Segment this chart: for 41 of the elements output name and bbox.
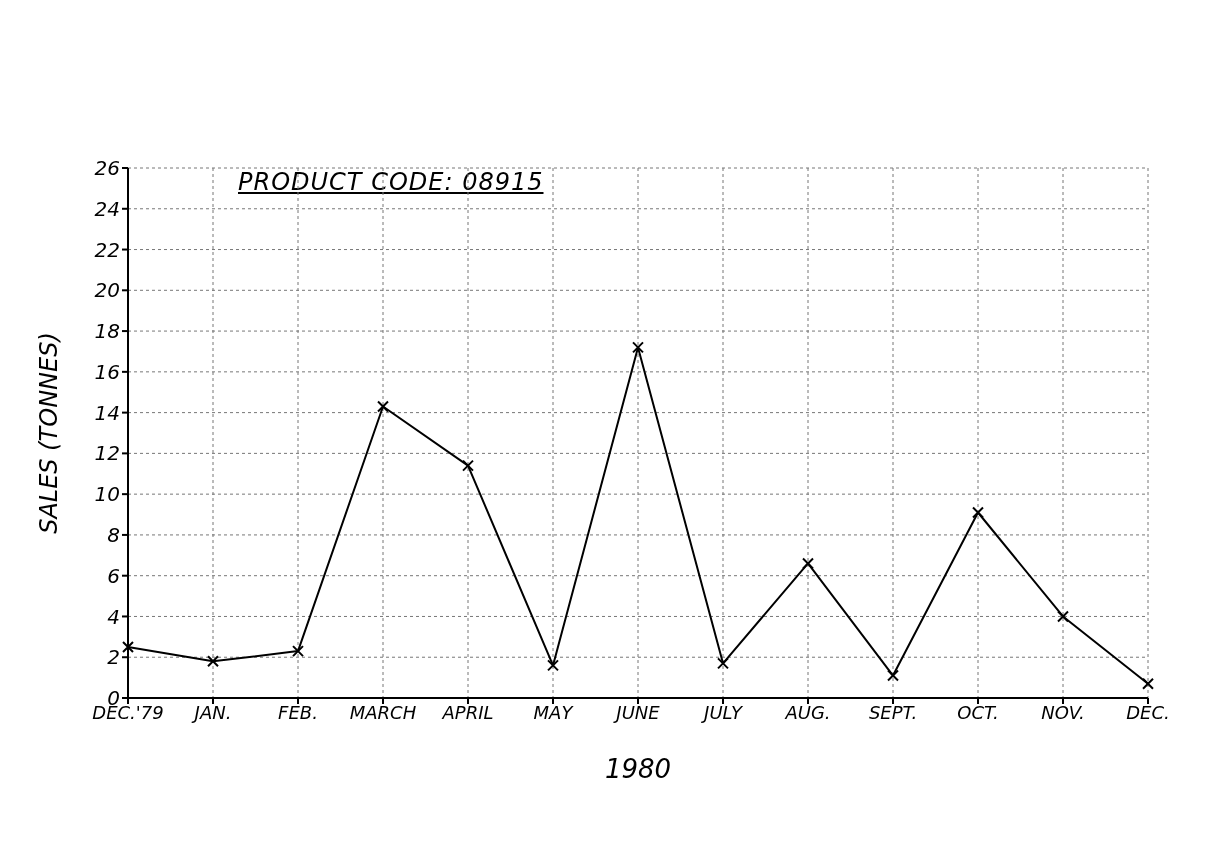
x-tick-label: OCT. <box>957 701 999 723</box>
y-tick-label: 18 <box>94 319 120 344</box>
point <box>207 655 219 668</box>
y-tick-label: 24 <box>94 196 120 221</box>
x-tick-label: JULY <box>701 701 744 723</box>
point <box>462 459 474 472</box>
point <box>887 669 899 682</box>
point <box>972 506 984 519</box>
y-tick-label: 8 <box>107 523 120 548</box>
y-tick-label: 20 <box>94 278 120 303</box>
chart-title: PRODUCT CODE: 08915 <box>238 168 544 196</box>
point <box>292 645 304 658</box>
x-tick-label: NOV. <box>1041 701 1085 723</box>
x-tick-label: FEB. <box>278 701 318 723</box>
x-tick-label: MAY <box>533 701 575 723</box>
y-tick-label: 10 <box>94 482 120 507</box>
x-tick-label: DEC. <box>1126 701 1170 723</box>
point <box>1142 677 1154 690</box>
y-axis-title: SALES (TONNES) <box>34 332 63 534</box>
x-tick-label: JUNE <box>613 701 661 723</box>
x-tick-label: SEPT. <box>868 701 918 723</box>
x-tick-label: JAN. <box>191 701 232 723</box>
y-tick-label: 4 <box>107 604 120 629</box>
x-tick-label: AUG. <box>784 701 831 723</box>
point <box>632 341 644 354</box>
y-tick-label: 26 <box>94 156 120 181</box>
point <box>377 400 389 413</box>
x-tick-label: MARCH <box>349 701 417 723</box>
y-tick-label: 2 <box>107 645 120 670</box>
x-tick-label: APRIL <box>441 701 494 723</box>
y-tick-label: 6 <box>107 563 120 588</box>
y-tick-label: 22 <box>94 237 120 262</box>
x-axis-title: 1980 <box>604 754 672 784</box>
point <box>1057 610 1069 623</box>
point <box>802 557 814 570</box>
y-tick-label: 16 <box>94 359 120 384</box>
point <box>547 659 559 672</box>
y-tick-label: 12 <box>94 441 120 466</box>
point <box>717 657 729 670</box>
y-tick-label: 14 <box>94 400 120 425</box>
point <box>122 641 134 654</box>
